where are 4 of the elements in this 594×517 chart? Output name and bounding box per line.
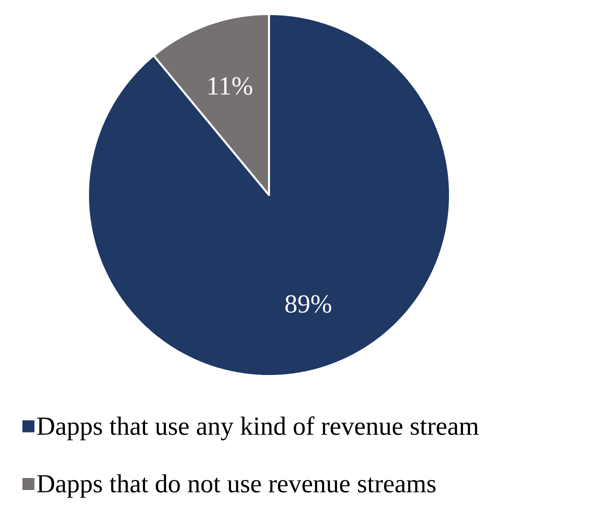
legend-label: Dapps that do not use revenue streams <box>37 474 436 498</box>
legend-label: Dapps that use any kind of revenue stream <box>37 416 479 440</box>
data-label: 89% <box>285 295 332 313</box>
data-label: 11% <box>208 77 252 95</box>
